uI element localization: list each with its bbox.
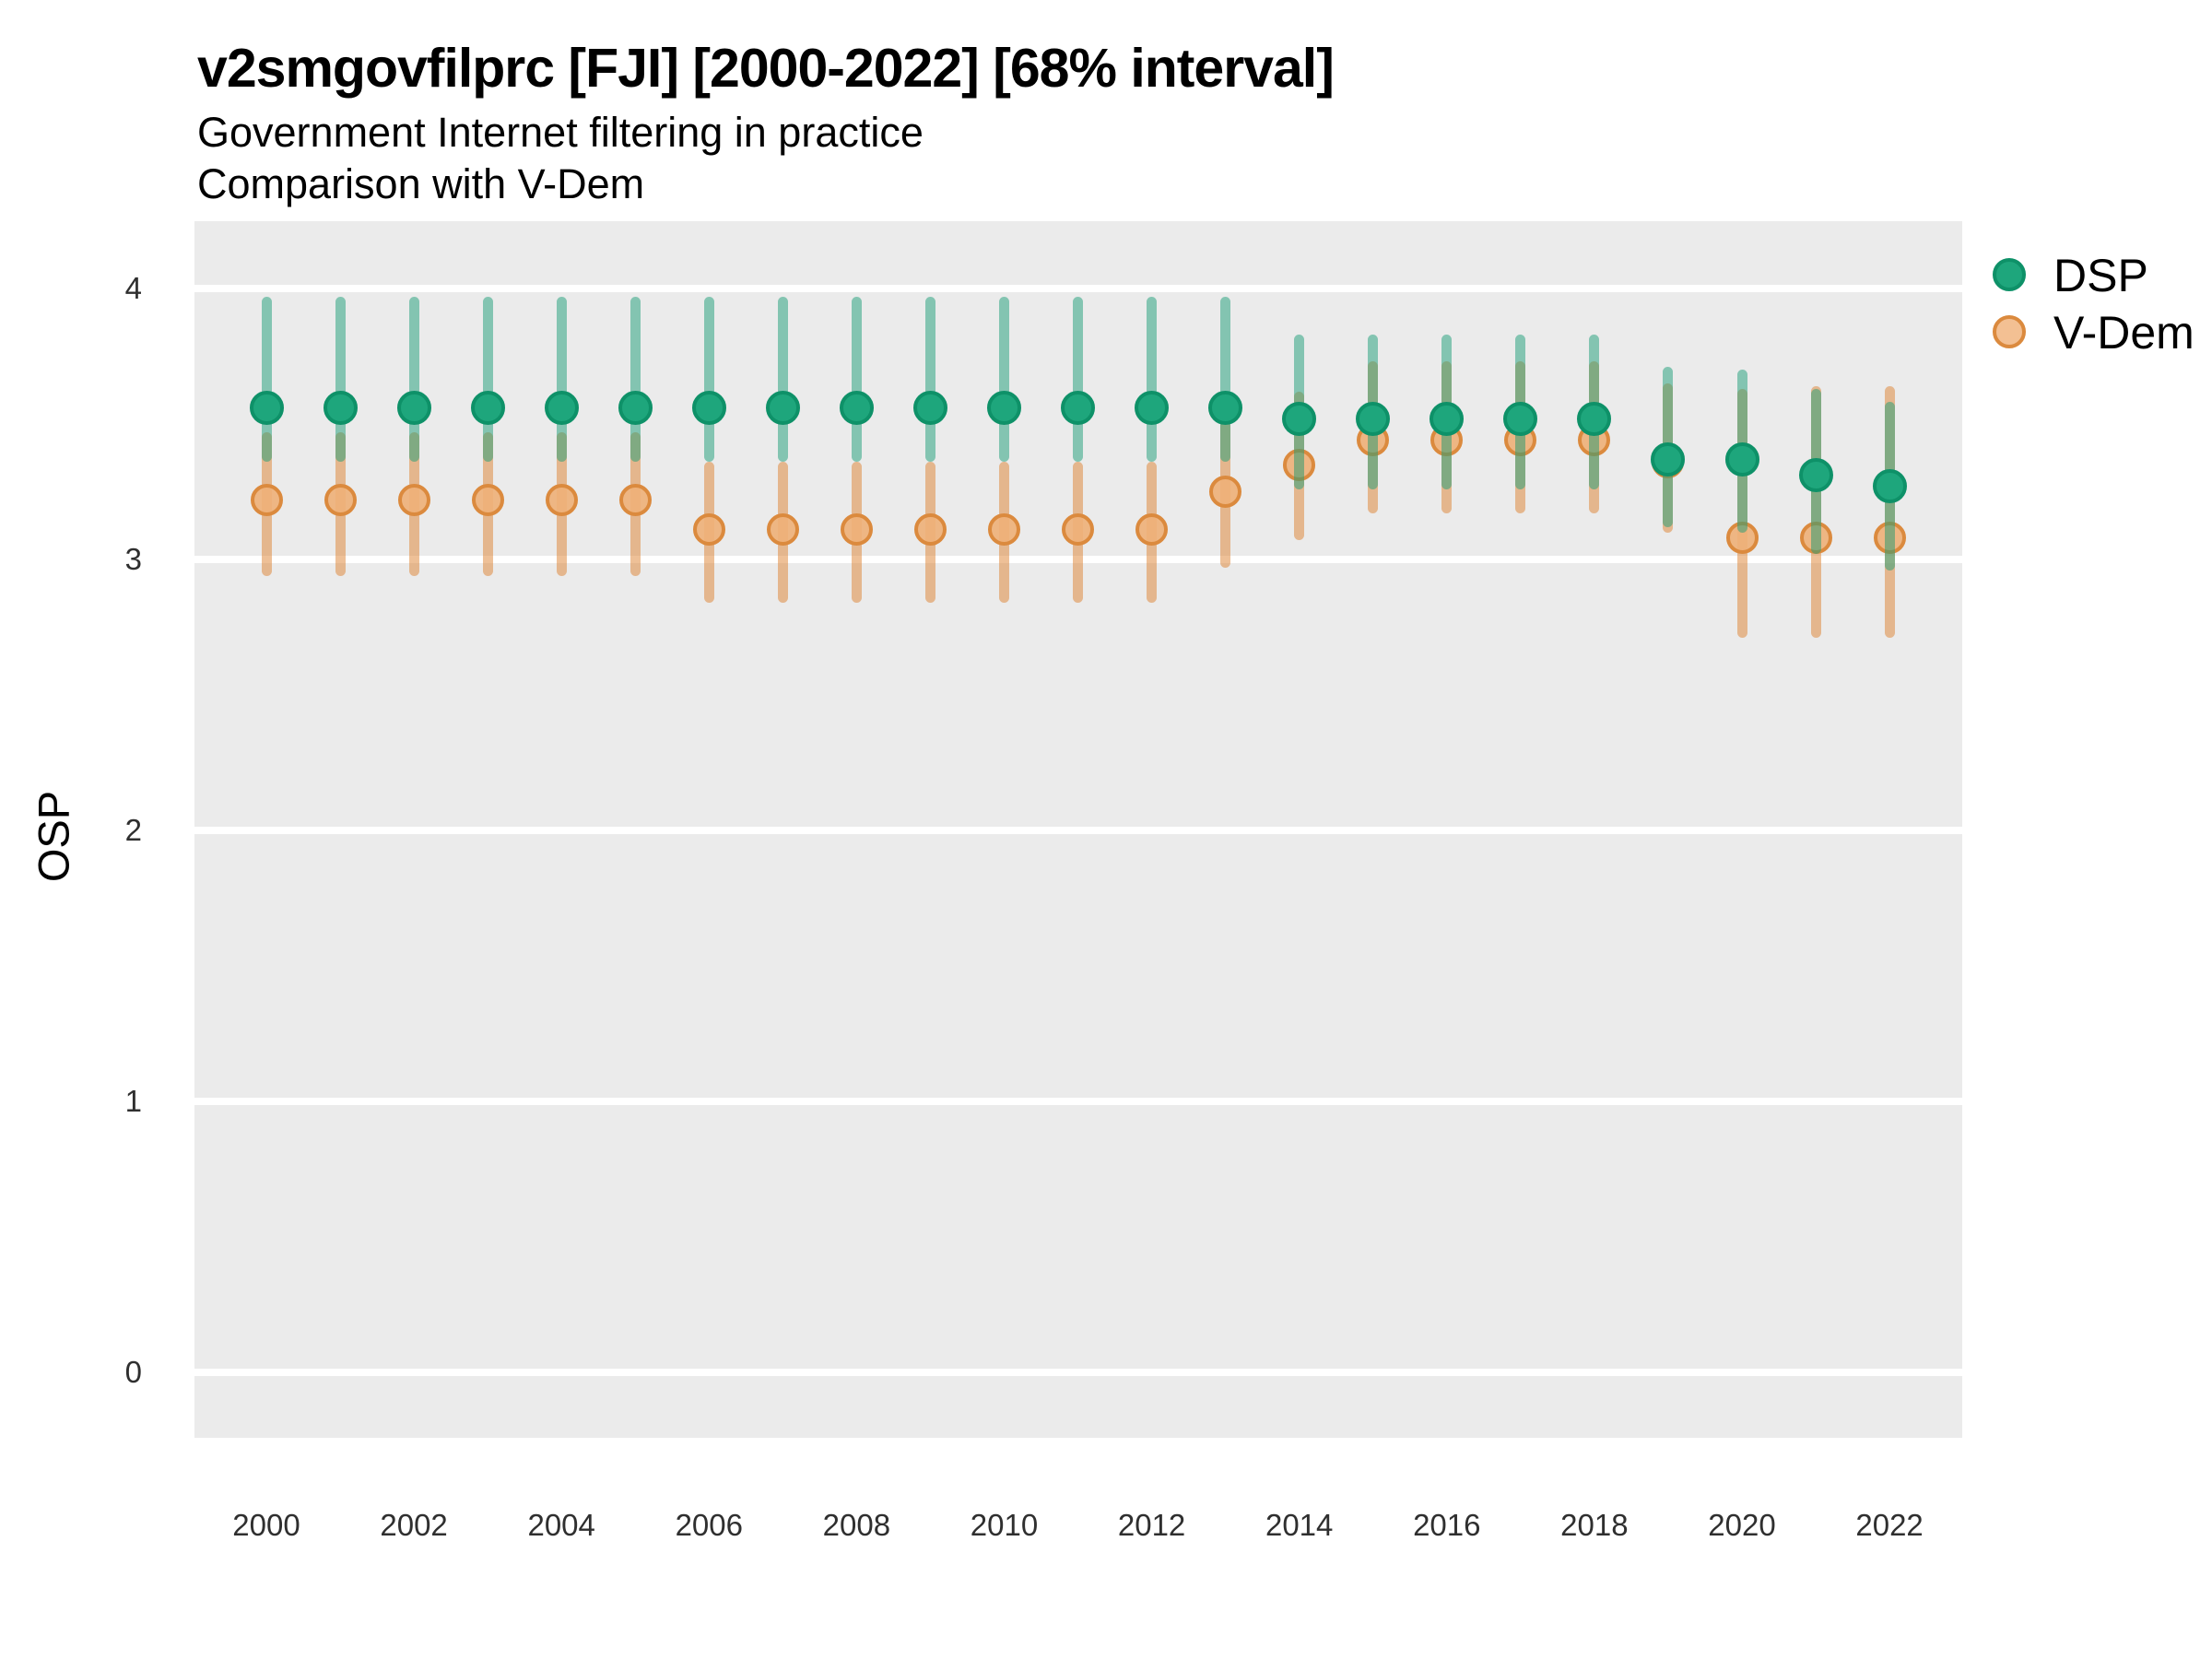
dsp-point-2002 <box>396 390 431 425</box>
vdem-point-2003 <box>471 483 504 516</box>
x-tick-label-2002: 2002 <box>380 1508 448 1542</box>
x-tick-label-2020: 2020 <box>1708 1508 1776 1542</box>
x-tick-label-2016: 2016 <box>1413 1508 1481 1542</box>
dsp-rangebar-2006 <box>703 296 714 463</box>
dsp-rangebar-2003 <box>482 296 493 463</box>
dsp-point-2021 <box>1798 458 1833 493</box>
dsp-rangebar-2000 <box>261 296 272 463</box>
x-tick-label-2010: 2010 <box>970 1508 1039 1542</box>
y-tick-label-1: 1 <box>124 1084 142 1118</box>
dsp-point-2010 <box>987 390 1021 425</box>
dsp-point-2004 <box>544 390 579 425</box>
dsp-point-2020 <box>1724 441 1759 477</box>
vdem-point-2011 <box>1062 513 1095 547</box>
dsp-rangebar-2009 <box>924 296 935 463</box>
legend-label-vdem: V-Dem <box>2053 307 2194 359</box>
x-tick-label-2000: 2000 <box>232 1508 300 1542</box>
dsp-point-2012 <box>1135 390 1170 425</box>
dsp-rangebar-2002 <box>408 296 419 463</box>
vdem-point-2001 <box>324 483 357 516</box>
vdem-point-2000 <box>250 483 283 516</box>
dsp-point-2001 <box>323 390 358 425</box>
vdem-point-2008 <box>840 513 873 547</box>
dsp-rangebar-2010 <box>999 296 1009 463</box>
dsp-rangebar-2013 <box>1220 296 1231 463</box>
dsp-rangebar-2011 <box>1073 296 1084 463</box>
chart-subtitle: Government Internet filtering in practic… <box>197 109 924 156</box>
y-tick-label-2: 2 <box>124 813 142 847</box>
gridline-2 <box>194 827 1962 834</box>
x-tick-label-2006: 2006 <box>675 1508 743 1542</box>
dsp-rangebar-2007 <box>777 296 788 463</box>
dsp-rangebar-2012 <box>1147 296 1158 463</box>
chart-title: v2smgovfilprc [FJI] [2000-2022] [68% int… <box>197 38 1335 99</box>
gridline-0 <box>194 1369 1962 1376</box>
gridline-1 <box>194 1098 1962 1105</box>
dsp-point-2018 <box>1577 401 1612 436</box>
dsp-point-2005 <box>618 390 653 425</box>
dsp-point-2000 <box>249 390 284 425</box>
dsp-rangebar-2008 <box>851 296 862 463</box>
dsp-rangebar-2001 <box>335 296 346 463</box>
x-tick-label-2018: 2018 <box>1560 1508 1629 1542</box>
vdem-point-2006 <box>692 513 725 547</box>
vdem-point-2010 <box>988 513 1020 547</box>
dsp-point-2017 <box>1503 401 1538 436</box>
x-tick-label-2004: 2004 <box>527 1508 595 1542</box>
dsp-point-2008 <box>839 390 874 425</box>
dsp-legend-dot-icon <box>1993 258 2026 291</box>
vdem-point-2007 <box>766 513 799 547</box>
plot-panel <box>194 221 1962 1438</box>
vdem-point-2005 <box>618 483 652 516</box>
dsp-point-2019 <box>1651 441 1686 477</box>
dsp-point-2016 <box>1430 401 1465 436</box>
x-tick-label-2022: 2022 <box>1855 1508 1924 1542</box>
dsp-point-2022 <box>1872 469 1907 504</box>
y-tick-label-3: 3 <box>124 542 142 576</box>
gridline-4 <box>194 285 1962 292</box>
vdem-point-2004 <box>545 483 578 516</box>
y-tick-label-4: 4 <box>124 271 142 305</box>
dsp-point-2011 <box>1061 390 1096 425</box>
dsp-point-2003 <box>470 390 505 425</box>
vdem-legend-dot-icon <box>1993 315 2026 348</box>
vdem-point-2002 <box>397 483 430 516</box>
dsp-point-2006 <box>691 390 726 425</box>
dsp-rangebar-2004 <box>556 296 567 463</box>
dsp-point-2013 <box>1208 390 1243 425</box>
dsp-point-2014 <box>1282 401 1317 436</box>
dsp-point-2015 <box>1356 401 1391 436</box>
dsp-point-2009 <box>912 390 947 425</box>
chart-subtitle-line2: Comparison with V-Dem <box>197 160 645 207</box>
dsp-point-2007 <box>765 390 800 425</box>
legend-label-dsp: DSP <box>2053 250 2148 301</box>
dsp-rangebar-2005 <box>629 296 641 463</box>
vdem-point-2012 <box>1135 513 1169 547</box>
y-tick-label-0: 0 <box>124 1355 142 1389</box>
vdem-point-2013 <box>1209 476 1242 508</box>
x-tick-label-2014: 2014 <box>1265 1508 1334 1542</box>
x-tick-label-2008: 2008 <box>822 1508 891 1542</box>
vdem-point-2009 <box>913 513 947 547</box>
x-tick-label-2012: 2012 <box>1117 1508 1186 1542</box>
